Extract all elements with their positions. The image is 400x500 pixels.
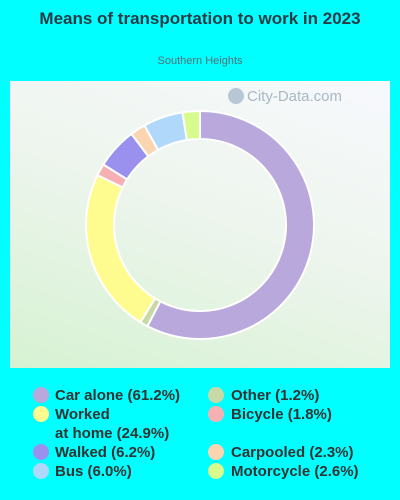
legend-swatch-bicycle [208,406,224,422]
watermark: City-Data.com [228,88,342,105]
legend-swatch-other [208,387,224,403]
slice-motorcycle [181,109,201,142]
chart-subtitle: Southern Heights [157,55,243,67]
legend-label-car-alone: Car alone (61.2%) [55,387,181,404]
legend-label-carpooled: Carpooled (2.3%) [231,444,354,461]
legend: Car alone (61.2%) Worked at home (24.9%)… [0,384,400,494]
chart-title: Means of transportation to work in 2023 [39,9,361,28]
legend-label-worked-at-home-line2: at home (24.9%) [55,425,170,442]
city-data-logo-icon [228,88,244,104]
legend-swatch-carpooled [208,444,224,460]
watermark-text: City-Data.com [247,88,343,105]
legend-swatch-bus [33,463,49,479]
legend-label-motorcycle: Motorcycle (2.6%) [231,463,359,480]
legend-swatch-car-alone [33,387,49,403]
legend-label-worked-at-home-line1: Worked [55,406,110,423]
legend-swatch-walked [33,444,49,460]
legend-label-other: Other (1.2%) [231,387,320,404]
legend-label-bicycle: Bicycle (1.8%) [231,406,332,423]
legend-swatch-motorcycle [208,463,224,479]
legend-label-walked: Walked (6.2%) [55,444,156,461]
slice-car-alone [146,109,315,340]
legend-label-bus: Bus (6.0%) [55,463,132,480]
slice-worked-at-home [85,173,157,324]
legend-swatch-worked-at-home [33,406,49,422]
